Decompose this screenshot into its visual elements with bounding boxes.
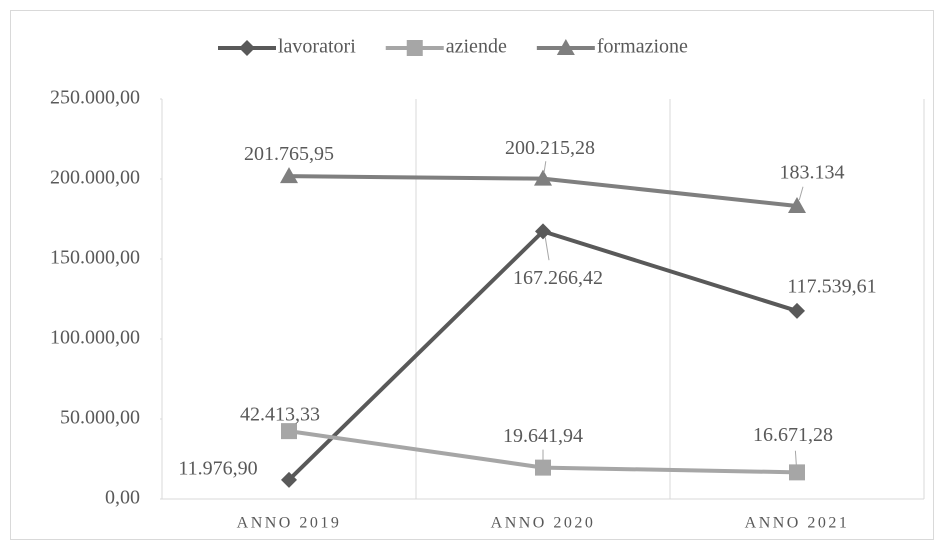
legend-label: aziende (446, 36, 507, 58)
marker (789, 302, 805, 319)
y-tick-label: 50.000,00 (60, 407, 140, 429)
legend-label: lavoratori (278, 36, 356, 58)
y-tick-label: 200.000,00 (50, 167, 140, 189)
y-tick-label: 150.000,00 (50, 247, 140, 269)
marker (281, 471, 297, 488)
marker (535, 459, 551, 476)
data-label: 19.641,94 (503, 425, 583, 447)
data-label: 183.134 (780, 162, 845, 184)
leader-line (798, 186, 804, 201)
marker (534, 169, 552, 186)
marker (280, 167, 298, 184)
marker (406, 40, 423, 56)
data-label: 117.539,61 (787, 276, 876, 298)
marker (281, 423, 297, 440)
chart-border (10, 10, 934, 540)
marker (239, 40, 255, 56)
data-label: 167.266,42 (513, 267, 603, 289)
data-label: 16.671,28 (753, 424, 833, 446)
data-label: 42.413,33 (240, 404, 320, 426)
marker (788, 196, 806, 213)
leader-line (794, 450, 797, 467)
x-tick-label: ANNO 2021 (745, 515, 850, 532)
y-tick-label: 0,00 (105, 487, 140, 509)
y-tick-label: 250.000,00 (50, 87, 140, 109)
y-tick-label: 100.000,00 (50, 327, 140, 349)
marker (789, 464, 805, 481)
leader-line (543, 161, 547, 173)
marker (556, 39, 575, 55)
legend-label: formazione (597, 36, 688, 58)
x-tick-label: ANNO 2019 (237, 515, 342, 532)
marker (535, 223, 551, 240)
x-tick-label: ANNO 2020 (491, 515, 596, 532)
data-label: 201.765,95 (244, 143, 334, 165)
data-label: 11.976,90 (178, 457, 257, 479)
data-label: 200.215,28 (505, 137, 595, 159)
leader-line (544, 237, 550, 261)
